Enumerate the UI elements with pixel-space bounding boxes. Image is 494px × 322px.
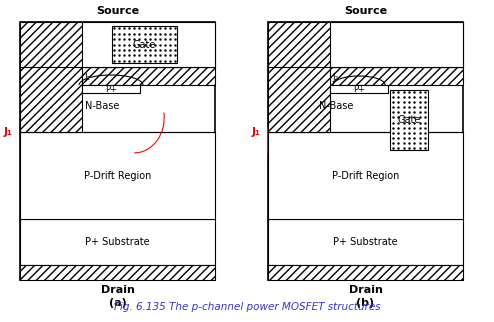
Bar	[268, 22, 330, 132]
Bar	[20, 22, 82, 132]
Text: J₂: J₂	[84, 73, 90, 82]
Bar	[268, 265, 463, 280]
Text: Drain: Drain	[349, 285, 382, 295]
Text: J₂: J₂	[332, 73, 338, 82]
Bar	[112, 26, 177, 63]
Bar	[268, 22, 463, 280]
Text: J₁: J₁	[3, 127, 12, 137]
Bar	[330, 22, 463, 67]
Text: J₁: J₁	[251, 127, 260, 137]
Text: Fig. 6.135 The p-channel power MOSFET structures: Fig. 6.135 The p-channel power MOSFET st…	[114, 302, 380, 312]
Text: (b): (b)	[357, 298, 374, 308]
Bar	[20, 265, 215, 280]
Bar	[20, 22, 215, 280]
Bar	[20, 219, 215, 265]
Text: P+ Substrate: P+ Substrate	[85, 237, 150, 247]
Text: Source: Source	[344, 6, 387, 16]
Text: N-Base: N-Base	[319, 101, 353, 111]
Bar	[20, 132, 215, 219]
Text: Gate: Gate	[133, 40, 156, 50]
Bar	[82, 85, 140, 93]
Bar	[268, 132, 463, 219]
Text: P+ Substrate: P+ Substrate	[333, 237, 398, 247]
Bar	[20, 67, 215, 85]
Text: Source: Source	[96, 6, 139, 16]
Text: N-Base: N-Base	[84, 101, 119, 111]
Bar	[330, 85, 388, 93]
Text: (a): (a)	[109, 298, 126, 308]
Text: P-Drift Region: P-Drift Region	[84, 171, 151, 181]
Text: P+: P+	[353, 84, 365, 93]
Text: P+: P+	[105, 84, 117, 93]
Text: P-Drift Region: P-Drift Region	[332, 171, 399, 181]
Bar	[390, 90, 428, 150]
Text: Gate: Gate	[397, 115, 421, 125]
Bar	[20, 22, 215, 67]
Bar	[268, 219, 463, 265]
Bar	[82, 22, 215, 67]
Bar	[268, 22, 463, 67]
Bar	[268, 67, 463, 85]
Text: Drain: Drain	[101, 285, 134, 295]
